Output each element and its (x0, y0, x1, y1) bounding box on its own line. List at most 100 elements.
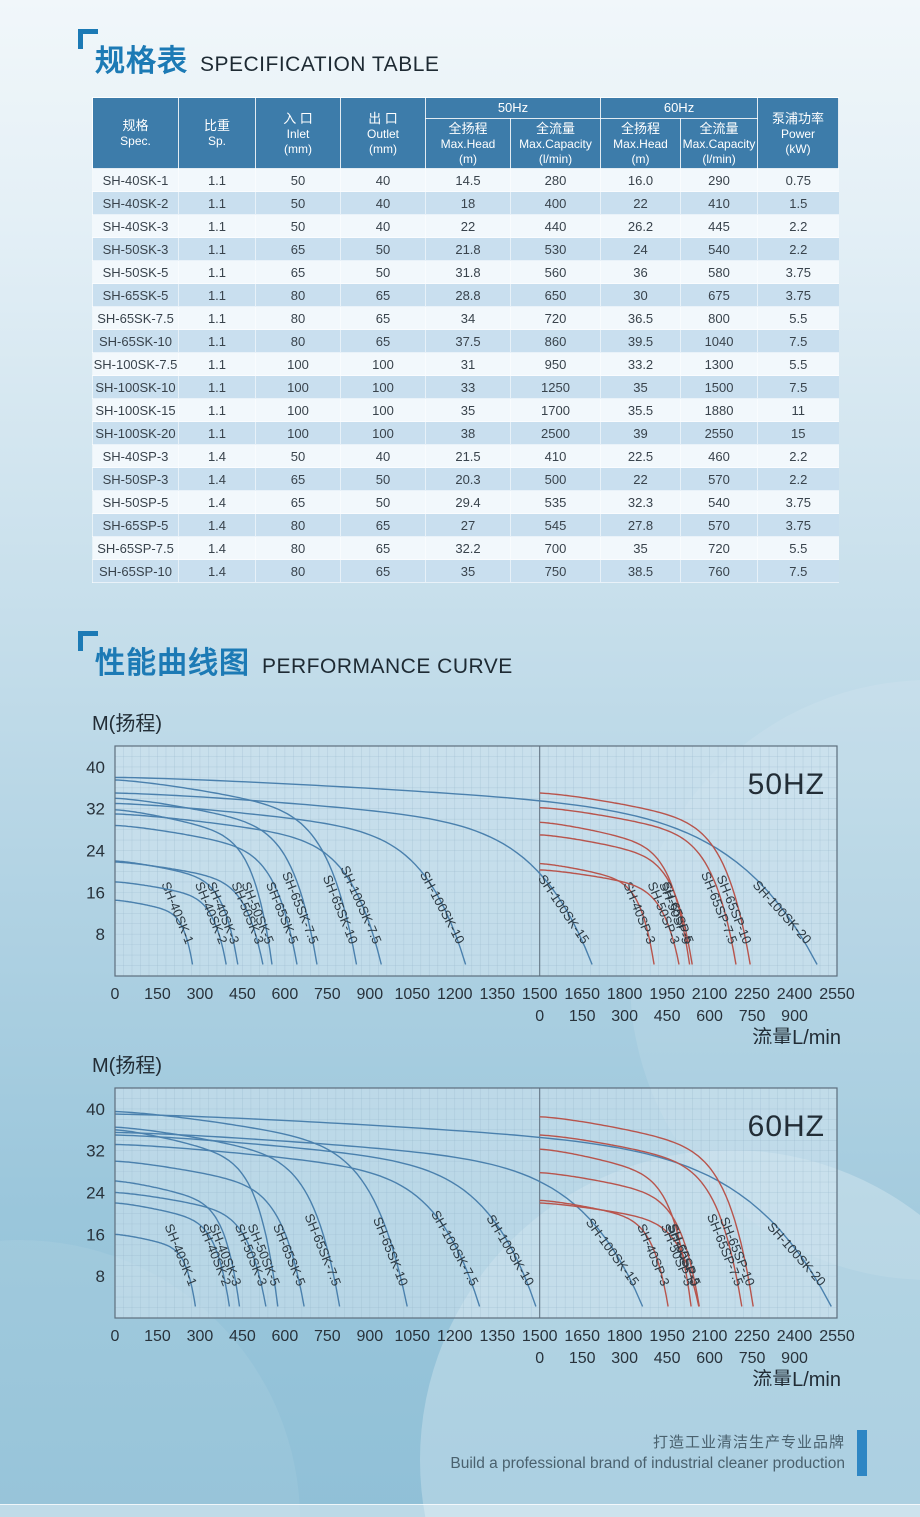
col-60hz-head: 全扬程 Max.Head (m) (600, 118, 682, 169)
table-cell: 21.8 (425, 237, 511, 261)
table-cell: 11 (757, 398, 839, 422)
curve-SH-65SP-10 (539, 1116, 754, 1307)
footer-text: 打造工业清洁生产专业品牌 Build a professional brand … (450, 1432, 845, 1475)
x-tick-label: 1200 (437, 986, 473, 1003)
table-cell: 28.8 (425, 283, 511, 307)
table-cell: 460 (680, 444, 758, 468)
table-cell: 0.75 (757, 168, 839, 192)
table-cell: 65 (255, 237, 341, 261)
y-tick-label: 32 (86, 800, 105, 819)
curve-SH-100SK-7.5 (114, 813, 382, 965)
x2-tick-label: 0 (535, 1008, 544, 1025)
x2-tick-label: 450 (654, 1008, 681, 1025)
table-cell: 65 (255, 490, 341, 514)
x-tick-label: 1050 (394, 986, 430, 1003)
table-cell: 1.1 (178, 329, 256, 353)
table-row: SH-65SK-5 1.1 80 65 28.8 650 30 675 3.75 (92, 283, 839, 307)
y-tick-label: 24 (86, 842, 105, 861)
x-tick-label: 900 (356, 986, 383, 1003)
table-header: 规格 Spec. 比重 Sp. 入 口 Inlet (mm) 出 口 Outle… (92, 97, 840, 169)
table-cell: 50 (255, 214, 341, 238)
footer-slogan-zh: 打造工业清洁生产专业品牌 (652, 1433, 845, 1451)
table-row: SH-65SP-10 1.4 80 65 35 750 38.5 760 7.5 (92, 559, 839, 583)
spec-title-en: SPECIFICATION TABLE (200, 53, 440, 76)
x2-tick-label: 300 (611, 1350, 638, 1367)
table-cell: 50 (340, 467, 426, 491)
table-cell: 22 (600, 191, 681, 215)
x-tick-label: 2100 (692, 986, 728, 1003)
table-cell: 31 (425, 352, 511, 376)
table-cell: 1.1 (178, 352, 256, 376)
x-tick-label: 2550 (819, 1328, 855, 1345)
table-cell: 720 (680, 536, 758, 560)
table-cell: 100 (255, 352, 341, 376)
table-cell: 38.5 (600, 559, 681, 583)
group-60hz: 60Hz (600, 97, 759, 119)
curve-SH-100SK-20 (114, 776, 818, 965)
plot-border (114, 1087, 838, 1319)
table-cell: 1250 (509, 375, 601, 399)
x2-tick-label: 600 (696, 1350, 723, 1367)
table-cell: SH-40SK-3 (92, 214, 179, 238)
table-cell: 50 (340, 260, 426, 284)
table-cell: SH-65SK-5 (92, 283, 179, 307)
footer-slogan-en: Build a professional brand of industrial… (450, 1454, 845, 1472)
y-tick-label: 40 (86, 758, 105, 777)
specification-table: 规格 Spec. 比重 Sp. 入 口 Inlet (mm) 出 口 Outle… (92, 97, 840, 583)
x2-tick-label: 900 (781, 1008, 808, 1025)
table-cell: 15 (757, 421, 839, 445)
x-tick-label: 150 (144, 986, 171, 1003)
x-tick-label: 2250 (734, 1328, 770, 1345)
table-cell: 2550 (680, 421, 758, 445)
table-cell: 35 (600, 375, 681, 399)
table-cell: 100 (340, 421, 426, 445)
table-cell: 1.4 (178, 536, 256, 560)
table-cell: SH-40SK-2 (92, 191, 179, 215)
table-cell: 65 (340, 536, 426, 560)
table-cell: 1.4 (178, 444, 256, 468)
table-cell: 27 (425, 513, 511, 537)
table-cell: 445 (680, 214, 758, 238)
table-cell: 410 (509, 444, 601, 468)
table-cell: 570 (680, 467, 758, 491)
table-cell: 2.2 (757, 237, 839, 261)
x-tick-label: 0 (111, 1328, 120, 1345)
table-cell: 2500 (509, 421, 601, 445)
curve-SH-65SK-5 (114, 1160, 305, 1307)
table-cell: 1.4 (178, 513, 256, 537)
table-cell: 32.3 (600, 490, 681, 514)
table-cell: SH-100SK-20 (92, 421, 179, 445)
table-cell: 1.4 (178, 467, 256, 491)
x-tick-label: 1500 (522, 1328, 558, 1345)
curve-SH-100SK-10 (114, 1134, 537, 1307)
x-tick-label: 900 (356, 1328, 383, 1345)
y-tick-label: 8 (96, 925, 105, 944)
table-cell: 2.2 (757, 214, 839, 238)
curve-SH-50SP-5 (539, 1148, 692, 1307)
table-cell: SH-100SK-15 (92, 398, 179, 422)
curve-SH-65SP-7.5 (539, 1134, 743, 1307)
table-cell: 26.2 (600, 214, 681, 238)
curve-SH-50SP-5 (539, 821, 691, 965)
curve-SH-100SK-20 (114, 1113, 832, 1307)
table-cell: 860 (509, 329, 601, 353)
table-cell: 560 (509, 260, 601, 284)
x-tick-label: 1650 (564, 1328, 600, 1345)
table-cell: 50 (255, 191, 341, 215)
plot-area (115, 746, 837, 976)
table-cell: 29.4 (425, 490, 511, 514)
table-cell: 14.5 (425, 168, 511, 192)
table-cell: 1040 (680, 329, 758, 353)
x-axis-title: 流量L/min (752, 1026, 841, 1044)
table-cell: 65 (340, 329, 426, 353)
table-row: SH-100SK-7.5 1.1 100 100 31 950 33.2 1300 5.5 (92, 352, 839, 376)
table-cell: 37.5 (425, 329, 511, 353)
table-row: SH-50SP-5 1.4 65 50 29.4 535 32.3 540 3.75 (92, 490, 839, 514)
table-row: SH-50SK-3 1.1 65 50 21.8 530 24 540 2.2 (92, 237, 839, 261)
footer: 打造工业清洁生产专业品牌 Build a professional brand … (450, 1430, 867, 1476)
table-cell: 16.0 (600, 168, 681, 192)
table-cell: 1.5 (757, 191, 839, 215)
curve-SH-100SK-15 (114, 792, 593, 965)
y-tick-label: 16 (86, 1225, 105, 1244)
